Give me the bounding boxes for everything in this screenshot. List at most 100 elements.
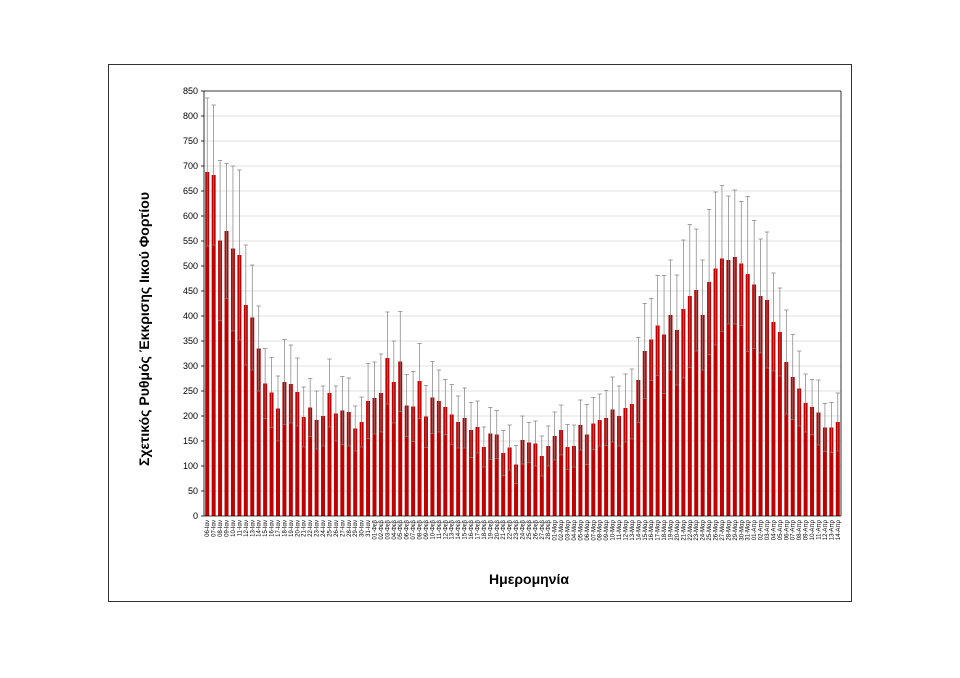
bar xyxy=(211,175,216,516)
error-bar xyxy=(275,375,281,442)
bar xyxy=(790,377,795,516)
error-bar xyxy=(546,425,551,467)
bar xyxy=(449,414,454,516)
error-bar xyxy=(526,422,532,463)
x-tick-label: 14-Μαρ xyxy=(636,519,642,540)
error-bar xyxy=(475,400,480,454)
y-tick-label: 850 xyxy=(183,86,198,96)
x-tick-label: 16-Μαρ xyxy=(649,519,655,540)
x-tick-label: 11-Ιαν xyxy=(237,520,243,536)
error-bar xyxy=(584,404,590,465)
x-tick-label: 28-Ιαν xyxy=(347,520,353,537)
x-tick-label: 26-Ιαν xyxy=(334,520,340,537)
bar xyxy=(230,248,235,516)
bar xyxy=(488,433,493,516)
bar xyxy=(288,384,293,516)
error-bar xyxy=(636,337,641,423)
error-bar xyxy=(314,390,319,450)
y-tick-label: 650 xyxy=(183,186,198,196)
error-bar xyxy=(533,420,538,467)
bar xyxy=(385,358,390,516)
y-tick-labels: 0 50 100 150 200 250 300 350 400 450 500 550 600 650 7… xyxy=(183,86,198,521)
error-bar xyxy=(687,224,692,368)
x-tick-label: 23-Ιαν xyxy=(315,520,321,537)
error-bar xyxy=(597,393,602,447)
bar xyxy=(559,430,564,516)
bar xyxy=(224,231,229,516)
error-bar xyxy=(603,390,609,446)
error-bar xyxy=(764,231,770,369)
error-bar xyxy=(301,386,306,448)
bar xyxy=(629,404,634,516)
error-bar xyxy=(269,357,274,428)
error-bar xyxy=(346,377,351,447)
bar xyxy=(353,428,358,516)
error-bar xyxy=(307,378,313,437)
x-tick-label: 08-Μαρ xyxy=(598,519,604,540)
x-tick-label: 12-Απρ xyxy=(823,519,829,540)
y-tick-label: 700 xyxy=(183,161,198,171)
x-tick-label: 17-Ιαν xyxy=(276,520,282,537)
error-bar xyxy=(436,369,442,433)
error-bar xyxy=(243,244,249,366)
x-tick-label: 13-Ιαν xyxy=(250,520,256,537)
bar xyxy=(436,401,441,516)
bar xyxy=(752,284,757,516)
bar xyxy=(423,416,428,516)
x-tick-label: 17-Φεβ xyxy=(475,519,481,539)
bar xyxy=(327,393,332,516)
x-tick-label: 04-Απρ xyxy=(771,519,777,540)
error-bar xyxy=(655,275,660,376)
error-bar xyxy=(288,344,294,424)
x-tick-label: 05-Φεβ xyxy=(398,519,404,539)
bar xyxy=(456,422,461,516)
y-tick-label: 0 xyxy=(193,511,198,521)
bar xyxy=(674,330,679,516)
x-tick-label: 25-Μαρ xyxy=(707,519,713,540)
bar xyxy=(417,381,422,516)
error-bar xyxy=(353,405,358,452)
bar xyxy=(366,401,371,516)
error-bar xyxy=(578,399,583,451)
y-tick-label: 200 xyxy=(183,411,198,421)
error-bar xyxy=(674,274,680,386)
bar xyxy=(687,296,692,516)
bar xyxy=(520,440,525,516)
bar xyxy=(597,420,602,516)
bar xyxy=(295,392,300,516)
x-tick-label: 08-Ιαν xyxy=(218,520,224,537)
x-tick-label: 29-Μαρ xyxy=(733,519,739,540)
bar xyxy=(346,412,351,516)
bar xyxy=(726,260,731,516)
error-bar xyxy=(520,415,525,465)
x-tick-label: 30-Ιαν xyxy=(360,520,366,537)
y-tick-label: 800 xyxy=(183,111,198,121)
x-tick-label: 28-Φεβ xyxy=(546,519,552,539)
bar xyxy=(411,406,416,516)
x-tick-label: 08-Απρ xyxy=(797,519,803,540)
bar xyxy=(205,172,210,516)
error-bar xyxy=(623,373,628,443)
x-tick-label: 06-Απρ xyxy=(784,519,790,540)
x-tick-label: 28-Μαρ xyxy=(726,519,732,540)
x-tick-label: 21-Μαρ xyxy=(681,519,687,540)
bar xyxy=(617,416,622,516)
error-bar xyxy=(784,309,789,415)
x-tick-label: 15-Φεβ xyxy=(463,519,469,539)
bar xyxy=(758,296,763,516)
bar xyxy=(642,351,647,516)
x-tick-label: 30-Μαρ xyxy=(739,519,745,540)
error-bar xyxy=(758,238,763,354)
bar xyxy=(494,434,499,516)
bar xyxy=(526,442,531,516)
x-tick-label: 26-Μαρ xyxy=(714,519,720,540)
x-tick-label: 03-Φεβ xyxy=(385,519,391,539)
bar xyxy=(301,417,306,516)
bar xyxy=(649,339,654,516)
x-tick-label: 11-Φεβ xyxy=(437,519,443,539)
y-tick-label: 50 xyxy=(188,486,198,496)
bar xyxy=(430,397,435,516)
bar xyxy=(546,446,551,516)
error-bar xyxy=(571,424,577,468)
x-tick-label: 24-Φεβ xyxy=(521,519,527,539)
